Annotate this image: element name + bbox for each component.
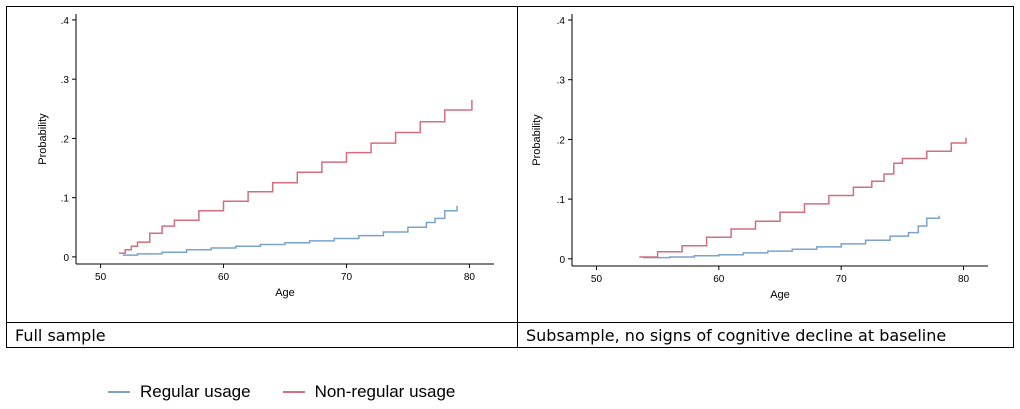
legend-label-regular-usage: Regular usage bbox=[140, 382, 251, 401]
x-axis-title: Age bbox=[275, 287, 295, 299]
y-tick-label: .3 bbox=[61, 75, 70, 86]
figure-frame: 0 .1 .2 .3 .4 50 60 70 80 Age Probability 0 .1 .2 .3.… bbox=[6, 6, 1014, 348]
y-tick-label: .4 bbox=[557, 16, 566, 27]
series-line-regular-usage bbox=[643, 215, 940, 259]
caption-subsample: Subsample, no signs of cognitive decline… bbox=[526, 326, 946, 345]
series-line-non-regular-usage bbox=[639, 137, 967, 258]
x-axis-title: Age bbox=[770, 289, 790, 301]
y-tick-label: 0 bbox=[559, 255, 565, 266]
legend-swatch-non-regular-usage bbox=[282, 391, 305, 393]
x-tick-label: 60 bbox=[713, 274, 725, 285]
x-tick-label: 70 bbox=[341, 272, 353, 283]
y-tick-label: .2 bbox=[557, 135, 566, 146]
y-tick-label: .4 bbox=[61, 16, 70, 27]
legend-item-regular-usage: Regular usage bbox=[108, 382, 251, 402]
y-tick-label: 0 bbox=[63, 253, 69, 264]
panel-full-sample: 0 .1 .2 .3 .4 50 60 70 80 Age Probability bbox=[37, 14, 494, 299]
axes bbox=[568, 14, 988, 270]
y-tick-label: .1 bbox=[557, 195, 566, 206]
legend-label-non-regular-usage: Non-regular usage bbox=[314, 382, 456, 401]
panel-subsample: 0 .1 .2 .3 .4 50 60 70 80 Age Probability bbox=[531, 14, 988, 301]
x-tick-label: 50 bbox=[591, 274, 603, 285]
x-tick-label: 80 bbox=[958, 274, 970, 285]
x-tick-label: 60 bbox=[218, 272, 230, 283]
series-line-regular-usage bbox=[122, 205, 458, 256]
x-tick-label: 70 bbox=[836, 274, 848, 285]
axes bbox=[72, 14, 494, 268]
legend-item-non-regular-usage: Non-regular usage bbox=[282, 382, 456, 402]
x-tick-label: 50 bbox=[95, 272, 107, 283]
y-tick-label: .3 bbox=[557, 76, 566, 87]
caption-full-sample: Full sample bbox=[15, 326, 106, 345]
legend: Regular usage Non-regular usage bbox=[108, 378, 487, 406]
frame-borders bbox=[6, 6, 1014, 348]
y-tick-label: .2 bbox=[61, 134, 70, 145]
y-tick-label: .1 bbox=[61, 194, 70, 205]
y-axis-title: Probability bbox=[531, 114, 543, 166]
x-tick-label: 80 bbox=[464, 272, 476, 283]
y-axis-title: Probability bbox=[37, 113, 49, 165]
series-line-non-regular-usage bbox=[119, 99, 473, 255]
legend-swatch-regular-usage bbox=[108, 391, 130, 393]
